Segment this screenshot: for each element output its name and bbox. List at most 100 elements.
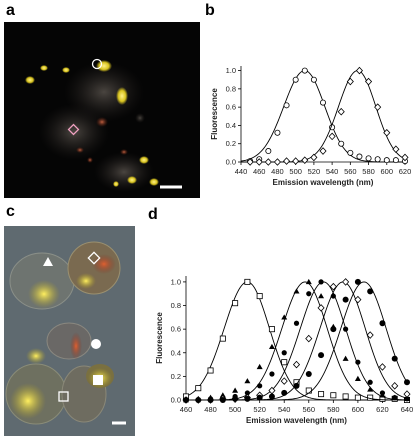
data-point [244,278,251,285]
data-point [317,304,325,312]
data-point [320,99,327,106]
data-point [343,326,349,332]
diamond-marker [67,123,80,136]
y-axis-label: Fluorescence [155,312,164,364]
y-tick-label: 1.0 [171,277,181,286]
data-point [281,314,288,320]
data-point [330,326,337,333]
data-point [246,158,254,166]
data-point [342,296,349,303]
data-point [280,377,288,385]
data-point [292,360,301,369]
data-point [319,147,327,155]
data-point [268,393,275,400]
data-point [305,371,312,378]
data-point [392,395,398,401]
open-square-marker [58,391,69,402]
data-point [255,158,263,166]
y-tick-label: 0.2 [226,139,236,148]
chart-b: 440 460 480 500 520 540 560 580 600 620 0.0 0.2 0.4 0… [210,66,412,187]
circle-marker [91,58,103,70]
y-axis-label: Fluorescence [210,88,219,140]
x-tick-label: 560 [344,167,357,176]
data-point [379,390,386,396]
data-point [232,300,239,307]
micrograph-a-image [25,58,182,192]
x-tick-label: 480 [204,405,217,414]
data-point [257,383,263,389]
x-tick-label: 540 [278,405,291,414]
data-point [292,76,299,83]
x-tick-label: 580 [327,405,340,414]
data-point [195,397,202,403]
data-point [356,153,363,160]
x-tick-label: 600 [352,405,365,414]
triangle-marker [43,257,53,266]
y-tick-label: 0.4 [226,121,236,130]
data-point [256,293,263,300]
data-point [354,278,361,285]
data-point [347,149,354,156]
x-tick-label: 540 [326,167,339,176]
diamond-marker [87,251,101,265]
square-marker [93,375,103,385]
x-tick-label: 480 [271,167,284,176]
y-tick-label: 0.6 [226,103,236,112]
data-point [293,320,300,326]
data-point [318,352,325,359]
data-point [330,392,337,399]
x-tick-label: 620 [376,405,389,414]
data-point [305,334,313,343]
data-point [354,295,362,304]
data-point [391,382,399,390]
data-point [207,397,214,403]
chart-d: 460 480 500 520 540 560 580 600 620 640 0.0 0.2 0.4 0… [155,276,413,425]
data-point [273,158,281,166]
data-point [183,397,189,403]
data-point [378,363,386,371]
data-point [310,76,317,83]
data-point [268,326,275,333]
data-point [283,157,291,165]
data-point [338,140,345,147]
data-point [283,102,290,109]
y-tick-label: 1.0 [226,66,236,75]
data-point [195,385,202,392]
data-point [337,107,345,116]
data-point [219,397,226,403]
data-point [374,156,381,163]
panel-label-d: d [148,206,158,223]
x-tick-label: 520 [308,167,321,176]
data-point [269,371,275,377]
data-point [207,367,214,374]
data-point [281,389,288,396]
data-point [404,379,410,386]
data-point [346,77,354,86]
x-tick-label: 500 [289,167,302,176]
data-point [318,293,325,299]
y-tick-label: 0.0 [226,158,236,167]
x-tick-label: 560 [303,405,316,414]
data-point [310,153,318,162]
panel-label-c: c [6,203,15,220]
data-point [355,359,361,365]
x-axis-label: Emission wavelength (nm) [273,178,374,187]
data-point [244,390,250,396]
data-point [365,77,373,86]
data-point [328,132,336,141]
x-tick-label: 580 [362,167,375,176]
y-tick-label: 0.8 [171,301,181,310]
x-tick-label: 460 [253,167,266,176]
micrograph-a [4,22,200,198]
data-point [342,393,349,400]
x-tick-label: 620 [399,167,412,176]
data-point [318,391,325,398]
data-point [232,395,239,402]
data-point [391,355,398,362]
data-point [264,158,272,166]
data-point [232,387,239,393]
data-point [281,359,288,366]
data-point [342,278,350,286]
data-point [244,378,251,384]
data-point [301,156,309,164]
